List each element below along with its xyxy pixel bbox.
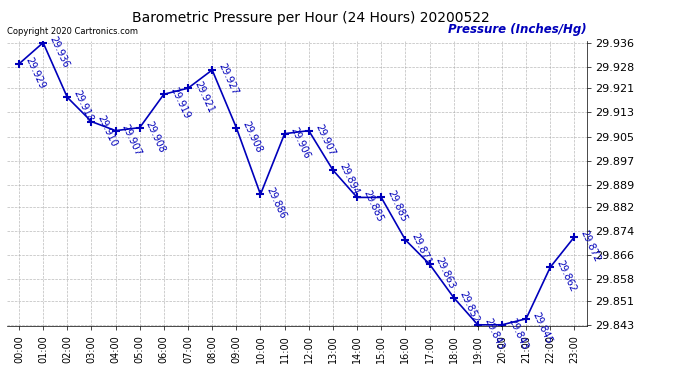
Text: 29.871: 29.871 [410, 231, 433, 266]
Text: 29.907: 29.907 [120, 122, 143, 157]
Text: 29.910: 29.910 [96, 113, 119, 148]
Text: 29.845: 29.845 [531, 310, 553, 345]
Text: 29.863: 29.863 [434, 256, 457, 291]
Text: 29.906: 29.906 [289, 125, 312, 160]
Text: 29.918: 29.918 [72, 89, 95, 124]
Text: 29.852: 29.852 [458, 289, 481, 324]
Text: 29.885: 29.885 [386, 189, 408, 224]
Text: 29.908: 29.908 [144, 119, 167, 154]
Text: 29.872: 29.872 [579, 228, 602, 264]
Text: 29.929: 29.929 [23, 56, 46, 90]
Text: 29.843: 29.843 [506, 316, 529, 351]
Text: 29.936: 29.936 [48, 34, 70, 69]
Text: 29.885: 29.885 [362, 189, 384, 224]
Text: 29.894: 29.894 [337, 162, 360, 196]
Text: 29.908: 29.908 [241, 119, 264, 154]
Text: 29.907: 29.907 [313, 122, 336, 157]
Text: 29.862: 29.862 [555, 259, 578, 294]
Text: 29.921: 29.921 [193, 80, 215, 115]
Text: Barometric Pressure per Hour (24 Hours) 20200522: Barometric Pressure per Hour (24 Hours) … [132, 11, 489, 25]
Text: 29.843: 29.843 [482, 316, 505, 351]
Text: 29.927: 29.927 [217, 62, 239, 97]
Text: Pressure (Inches/Hg): Pressure (Inches/Hg) [448, 22, 586, 36]
Text: 29.919: 29.919 [168, 86, 191, 121]
Text: Copyright 2020 Cartronics.com: Copyright 2020 Cartronics.com [7, 27, 138, 36]
Text: 29.886: 29.886 [265, 186, 288, 221]
